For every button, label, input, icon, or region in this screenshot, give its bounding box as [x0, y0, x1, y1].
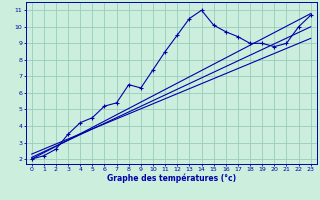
X-axis label: Graphe des températures (°c): Graphe des températures (°c) [107, 174, 236, 183]
